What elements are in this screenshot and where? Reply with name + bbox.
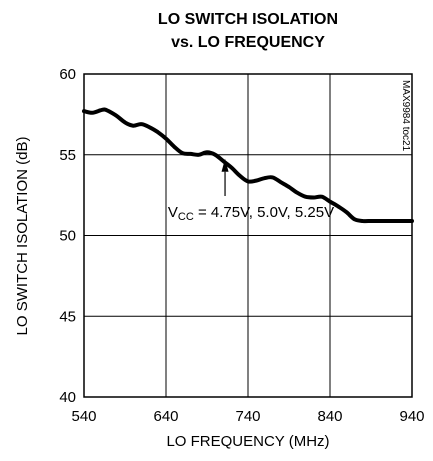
y-tick-label: 40 (59, 389, 76, 406)
series-line (82, 107, 414, 224)
y-tick-label: 45 (59, 308, 76, 325)
tick-labels: 540 640 740 840 940 40 45 50 55 60 (59, 66, 424, 425)
chart-title-line-2: vs. LO FREQUENCY (171, 34, 325, 51)
y-tick-label: 50 (59, 228, 76, 245)
annotation: VCC = 4.75V, 5.0V, 5.25V (168, 158, 334, 223)
annotation-label: VCC = 4.75V, 5.0V, 5.25V (168, 204, 334, 223)
chart-title-line-1: LO SWITCH ISOLATION (158, 11, 338, 28)
plot-frame (83, 73, 413, 398)
chart-code: MAX9984 toc21 (400, 80, 411, 152)
y-tick-label: 55 (59, 147, 76, 164)
x-axis-label: LO FREQUENCY (MHz) (166, 433, 329, 450)
y-axis-label: LO SWITCH ISOLATION (dB) (14, 137, 31, 336)
x-tick-label: 740 (235, 408, 260, 425)
x-tick-label: 840 (317, 408, 342, 425)
annotation-arrow-head (221, 158, 229, 172)
x-tick-label: 940 (399, 408, 424, 425)
x-tick-label: 540 (71, 408, 96, 425)
y-tick-label: 60 (59, 66, 76, 83)
series-layer (82, 107, 414, 224)
x-tick-label: 640 (153, 408, 178, 425)
grid (84, 74, 412, 397)
